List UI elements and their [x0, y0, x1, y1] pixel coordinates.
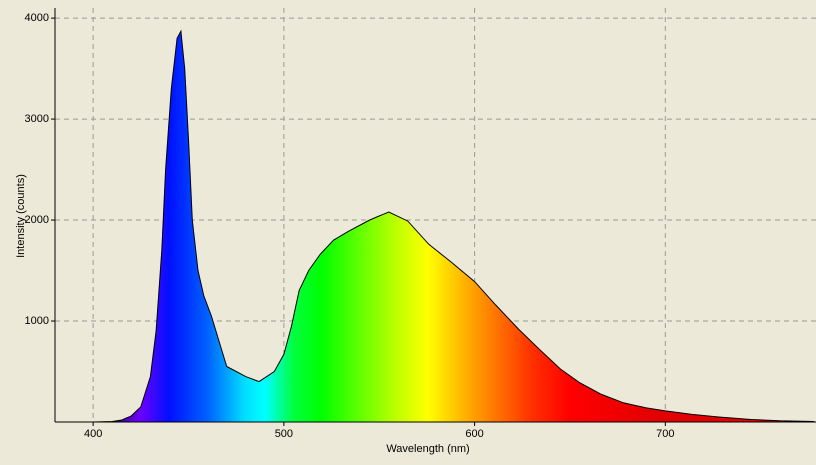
y-axis-label: Intensity (counts)	[15, 174, 27, 258]
y-tick-label: 4000	[25, 12, 49, 24]
x-tick-label: 600	[465, 428, 483, 440]
spectrum-line	[93, 29, 815, 423]
x-axis-label: Wavelength (nm)	[386, 443, 469, 455]
y-tick-label: 1000	[25, 315, 49, 327]
y-tick-label: 2000	[25, 214, 49, 226]
spectrum-fill	[93, 31, 815, 422]
x-tick-label: 400	[84, 428, 102, 440]
y-tick-label: 3000	[25, 113, 49, 125]
x-tick-label: 700	[656, 428, 674, 440]
x-tick-label: 500	[275, 428, 293, 440]
